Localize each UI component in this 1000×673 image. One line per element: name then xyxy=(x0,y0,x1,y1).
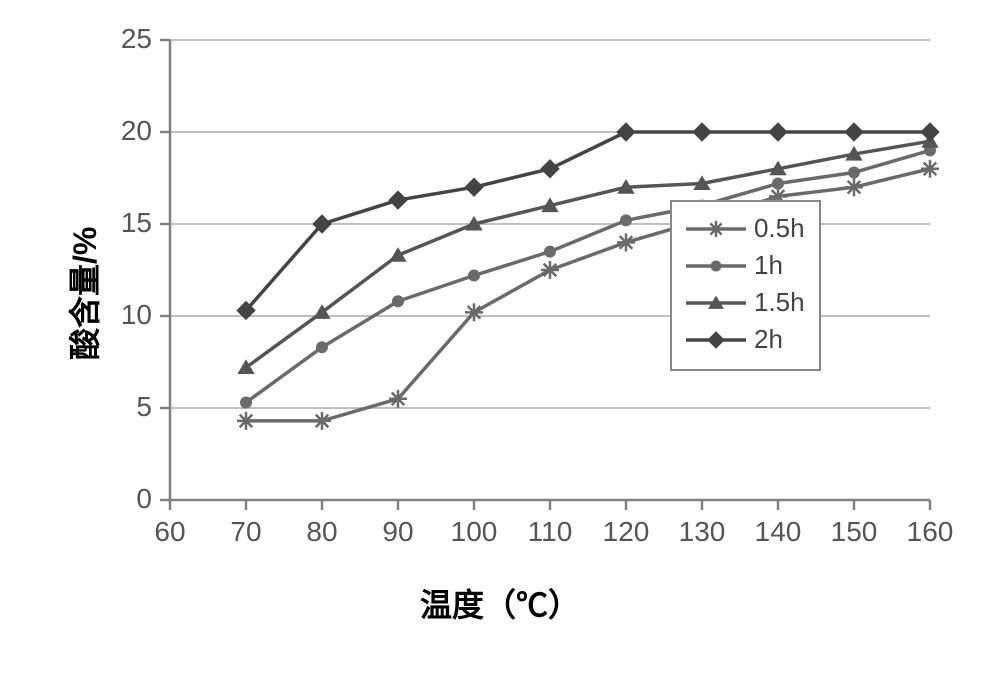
x-tick-label: 120 xyxy=(598,516,654,548)
series-marker-1h xyxy=(621,215,632,226)
y-tick-label: 5 xyxy=(102,391,152,423)
series-marker-2h xyxy=(389,191,407,209)
series-marker-0.5h xyxy=(617,233,635,251)
series-marker-2h xyxy=(845,123,863,141)
legend-sample-icon xyxy=(686,254,746,278)
series-marker-1h xyxy=(317,342,328,353)
series-marker-0.5h xyxy=(845,178,863,196)
y-tick-label: 15 xyxy=(102,207,152,239)
y-tick-label: 25 xyxy=(102,23,152,55)
y-tick-label: 0 xyxy=(102,483,152,515)
series-marker-1h xyxy=(241,397,252,408)
line-chart: 酸含量/% 温度（℃） 6070809010011012013014015016… xyxy=(0,0,1000,673)
series-marker-0.5h xyxy=(389,390,407,408)
legend-row: 0.5h xyxy=(686,213,805,244)
legend-sample-icon xyxy=(686,291,746,315)
x-tick-label: 80 xyxy=(294,516,350,548)
legend-label: 1.5h xyxy=(754,287,805,318)
series-marker-0.5h xyxy=(541,261,559,279)
series-marker-2h xyxy=(465,178,483,196)
series-line-1h xyxy=(246,150,930,402)
x-axis-label: 温度（℃） xyxy=(0,580,1000,626)
chart-svg xyxy=(0,0,1000,673)
x-tick-label: 110 xyxy=(522,516,578,548)
series-marker-1h xyxy=(849,167,860,178)
x-tick-label: 150 xyxy=(826,516,882,548)
x-tick-label: 140 xyxy=(750,516,806,548)
legend-row: 2h xyxy=(686,324,805,355)
x-tick-label: 90 xyxy=(370,516,426,548)
x-tick-label: 160 xyxy=(902,516,958,548)
series-marker-0.5h xyxy=(313,412,331,430)
series-marker-0.5h xyxy=(921,160,939,178)
legend: 0.5h 1h 1.5h 2h xyxy=(670,200,821,371)
legend-row: 1h xyxy=(686,250,805,281)
series-marker-2h xyxy=(693,123,711,141)
legend-label: 1h xyxy=(754,250,783,281)
series-line-0.5h xyxy=(246,169,930,421)
y-tick-label: 20 xyxy=(102,115,152,147)
series-marker-0.5h xyxy=(237,412,255,430)
x-tick-label: 60 xyxy=(142,516,198,548)
series-marker-1h xyxy=(545,246,556,257)
legend-sample-icon xyxy=(686,328,746,352)
series-marker-1h xyxy=(469,270,480,281)
series-marker-2h xyxy=(541,160,559,178)
x-tick-label: 100 xyxy=(446,516,502,548)
y-axis-label: 酸含量/% xyxy=(60,227,106,360)
legend-row: 1.5h xyxy=(686,287,805,318)
y-tick-label: 10 xyxy=(102,299,152,331)
series-marker-2h xyxy=(921,123,939,141)
legend-label: 2h xyxy=(754,324,783,355)
series-marker-1h xyxy=(773,178,784,189)
series-marker-1h xyxy=(393,296,404,307)
x-tick-label: 130 xyxy=(674,516,730,548)
series-marker-2h xyxy=(769,123,787,141)
legend-sample-icon xyxy=(686,217,746,241)
series-marker-0.5h xyxy=(465,303,483,321)
x-tick-label: 70 xyxy=(218,516,274,548)
series-marker-2h xyxy=(617,123,635,141)
legend-label: 0.5h xyxy=(754,213,805,244)
